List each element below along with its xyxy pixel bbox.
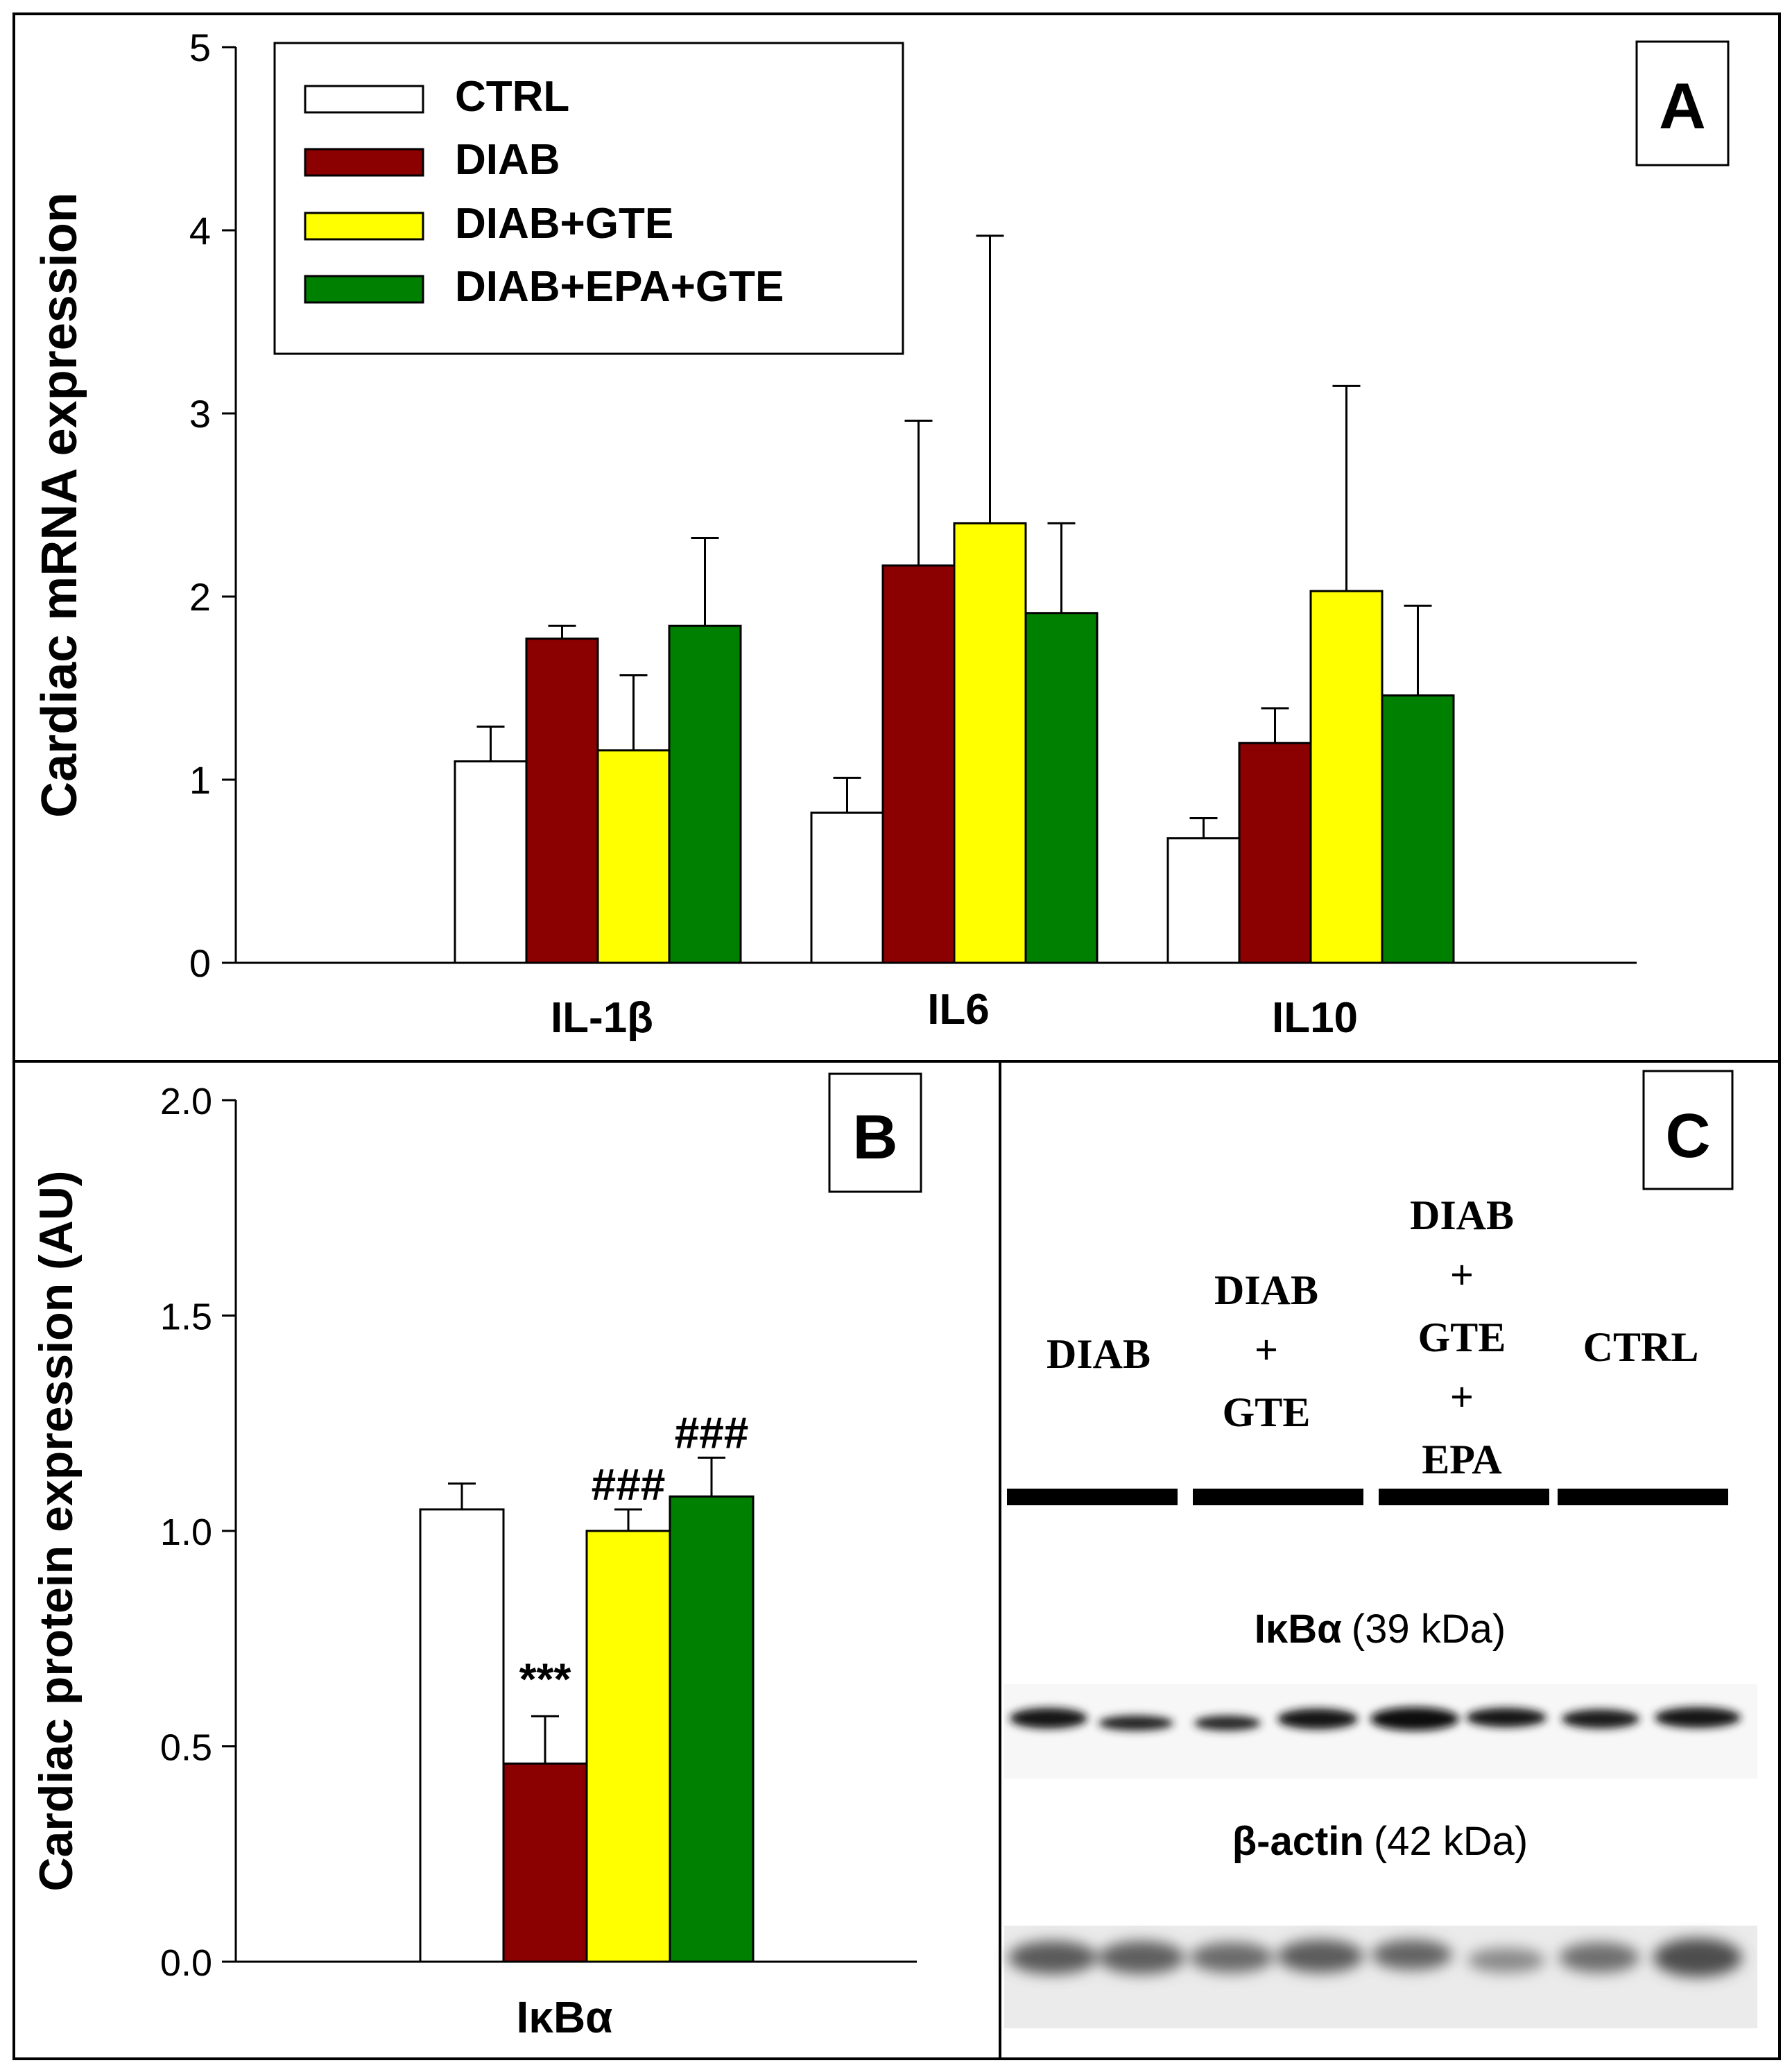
panel-b-label: B	[853, 1103, 898, 1172]
legend-swatch-diab-gte	[304, 212, 424, 241]
panel-a-bar-il-1-ctrl	[454, 760, 528, 964]
ikba-band-3	[1194, 1715, 1261, 1731]
panel-a-ytick-label-3: 3	[189, 392, 211, 436]
panel-c-label-box	[1642, 1070, 1734, 1190]
panel-a-bar-il-1-diab	[525, 637, 599, 964]
lane-group-bar-3	[1379, 1489, 1549, 1505]
band-label-actin: β-actin (42 kDa)	[1232, 1819, 1528, 1864]
lane-label-diab-gte-epa-l1: DIAB	[1410, 1192, 1514, 1238]
band-label-ikba: IκBα (39 kDa)	[1255, 1607, 1506, 1652]
lane-label-diab-gte-l3: GTE	[1223, 1389, 1311, 1435]
lane-label-diab-gte-epa-l4: +	[1450, 1374, 1474, 1420]
panel-b-chart: 0.0 0.5 1.0 1.5 2.0 *** ###### IκBα Cardiac p…	[30, 1072, 922, 2042]
band-name-ikba: IκBα	[1255, 1607, 1342, 1652]
panel-b-bar-diab	[502, 1762, 588, 1963]
panel-a-bar-il6-diab-gte	[953, 522, 1027, 964]
panel-b-ytick-label-1: 0.5	[160, 1727, 212, 1769]
legend-label-ctrl: CTRL	[455, 73, 569, 121]
panel-a-bar-il6-diab-epa-gte	[1024, 612, 1099, 964]
panel-a-ytick-label-2: 2	[189, 575, 211, 619]
panel-a-label-box	[1635, 40, 1730, 166]
panel-b-label-box	[828, 1072, 922, 1193]
lane-labels: DIAB DIAB + GTE DIAB + GTE + EPA CTRL	[1046, 1192, 1698, 1482]
panel-c-blot: C DIAB DIAB + GTE DIAB + GTE + EPA CTRL …	[1004, 1070, 1757, 2028]
lane-label-diab-gte-l1: DIAB	[1214, 1267, 1318, 1313]
panel-a-bar-il6-ctrl	[810, 812, 884, 964]
panel-a-bar-il-1-diab-gte	[596, 749, 671, 964]
panel-a-category-label-1: IL6	[927, 986, 990, 1034]
panel-a-legend: CTRL DIAB DIAB+GTE DIAB+EPA+GTE	[273, 42, 904, 355]
panel-a-ytick-label-5: 5	[189, 26, 211, 69]
lane-group-bar-4	[1558, 1489, 1728, 1505]
panel-a-bar-il-1-diab-epa-gte	[668, 624, 742, 964]
ikba-band-5	[1370, 1707, 1459, 1731]
panel-b-category-label: IκBα	[516, 1992, 612, 2042]
panel-a-bar-il10-diab-gte	[1309, 590, 1384, 964]
band-name-actin: β-actin	[1232, 1819, 1364, 1864]
panel-a-y-axis-label: Cardiac mRNA expression	[32, 192, 87, 818]
panel-b-annotation-diab-gte: ###	[592, 1459, 666, 1509]
panel-a-bar-il6-diab	[881, 564, 956, 964]
actin-bands	[1008, 1938, 1742, 1977]
panel-a-category-label-2: IL10	[1272, 994, 1358, 1042]
lane-label-diab-gte-epa-l2: +	[1450, 1252, 1474, 1298]
actin-band-1	[1008, 1941, 1097, 1974]
panel-a-ytick-label-1: 1	[189, 758, 211, 802]
actin-band-6	[1467, 1948, 1545, 1973]
panel-c-label: C	[1666, 1102, 1711, 1171]
panel-a-category-label-0: IL-1β	[551, 994, 653, 1042]
ikba-band-6	[1466, 1708, 1547, 1727]
lane-group-bar-1	[1007, 1489, 1178, 1505]
actin-band-4	[1277, 1940, 1363, 1973]
ikba-band-2	[1099, 1715, 1173, 1731]
ikba-band-7	[1562, 1709, 1639, 1729]
legend-label-diab-epa-gte: DIAB+EPA+GTE	[455, 263, 784, 311]
panel-b-ytick-label-3: 1.5	[160, 1296, 212, 1338]
band-size-actin: (42 kDa)	[1374, 1819, 1528, 1864]
panel-b-bar-diab-epa-gte	[669, 1495, 755, 1963]
lane-group-bar-2	[1193, 1489, 1363, 1505]
panel-b-ytick-label-2: 1.0	[160, 1512, 212, 1553]
panel-b-ytick-label-4: 2.0	[160, 1081, 212, 1122]
legend-swatch-diab-epa-gte	[304, 275, 424, 304]
actin-band-8	[1653, 1938, 1742, 1977]
legend-swatch-ctrl	[304, 85, 424, 114]
panel-a-bar-il10-diab-epa-gte	[1381, 694, 1455, 964]
ikba-bands	[1010, 1707, 1741, 1731]
actin-band-5	[1372, 1940, 1452, 1970]
ikba-band-1	[1010, 1708, 1087, 1729]
panel-b-bar-ctrl	[419, 1508, 505, 1963]
legend-label-diab: DIAB	[455, 136, 560, 184]
actin-band-3	[1190, 1942, 1273, 1973]
lane-label-diab: DIAB	[1046, 1331, 1151, 1377]
lane-label-diab-gte-epa-l3: GTE	[1418, 1315, 1506, 1360]
lane-label-diab-gte-l2: +	[1255, 1327, 1278, 1373]
panel-b-y-axis-label: Cardiac protein expression (AU)	[30, 1170, 83, 1891]
figure-frame	[12, 12, 1781, 2060]
lane-label-diab-gte-epa-l5: EPA	[1422, 1437, 1502, 1482]
panel-a-chart: 0 1 2 3 4 5 IL-1β IL6 IL10 Cardiac mRNA express…	[32, 26, 1730, 1042]
legend-label-diab-gte: DIAB+GTE	[455, 200, 673, 248]
panel-a-ytick-label-0: 0	[189, 941, 211, 985]
panel-a-ytick-label-4: 4	[189, 209, 211, 252]
band-size-ikba: (39 kDa)	[1352, 1607, 1506, 1652]
panel-a-label: A	[1659, 69, 1706, 142]
legend-swatch-diab	[304, 148, 424, 177]
panel-b-annotation-diab: ***	[519, 1654, 571, 1704]
panel-a-bar-il10-ctrl	[1166, 837, 1241, 964]
panel-a-bar-il10-diab	[1238, 742, 1312, 964]
ikba-band-8	[1655, 1707, 1741, 1728]
panel-b-annotation-diab-epa-gte: ###	[675, 1407, 749, 1457]
panel-b-bar-diab-gte	[585, 1530, 671, 1963]
lane-label-ctrl: CTRL	[1583, 1324, 1699, 1370]
ikba-band-4	[1277, 1709, 1358, 1729]
actin-blot-strip	[1004, 1926, 1757, 2028]
actin-band-2	[1099, 1941, 1184, 1974]
ikba-blot-strip	[1004, 1684, 1757, 1779]
actin-band-7	[1559, 1942, 1639, 1973]
panel-b-ytick-label-0: 0.0	[160, 1942, 212, 1984]
